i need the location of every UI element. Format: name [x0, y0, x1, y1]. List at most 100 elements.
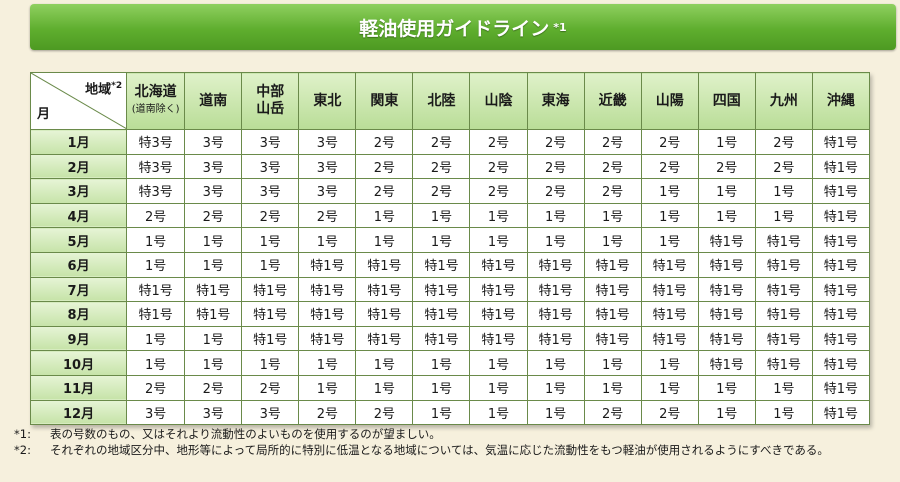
region-subnote: (道南除く) [131, 104, 180, 115]
table-row: 6月 1号 1号 1号 特1号 特1号 特1号 特1号 特1号 特1号 特1号 特1号 特1号 特1号 [29, 251, 871, 278]
grade-cell: 2号 [355, 399, 414, 426]
region-name: 近畿 [598, 92, 627, 109]
month-cell: 2月 [29, 153, 128, 180]
grade-cell: 1号 [355, 227, 414, 253]
footnote-2: *2: それぞれの地域区分中、地形等によって局所的に特別に低温となる地域について… [14, 442, 894, 458]
month-cell: 7月 [29, 276, 128, 303]
footnote-text: 表の号数のもの、又はそれより流動性のよいものを使用するのが望ましい。 [50, 427, 441, 441]
grade-cell: 特1号 [754, 276, 813, 303]
grade-cell: 1号 [469, 350, 528, 376]
grade-cell: 3号 [298, 129, 357, 155]
region-name: 東海 [541, 92, 570, 109]
grade-cell: 1号 [583, 202, 642, 229]
region-name: 沖縄 [826, 92, 855, 109]
grade-cell: 1号 [184, 350, 243, 376]
grade-cell: 1号 [126, 325, 186, 352]
grade-cell: 2号 [126, 374, 186, 401]
column-header: 東北 [298, 72, 357, 130]
grade-cell: 特1号 [126, 301, 186, 327]
table-row: 9月 1号 1号 特1号 特1号 特1号 特1号 特1号 特1号 特1号 特1号 特1号 特1号 特1号 [29, 325, 871, 352]
table-row: 4月 2号 2号 2号 2号 1号 1号 1号 1号 1号 1号 1号 1号 特1号 [29, 202, 871, 229]
grade-cell: 特1号 [526, 251, 585, 278]
grade-cell: 1号 [412, 374, 471, 401]
grade-cell: 特3号 [126, 153, 186, 180]
diesel-guideline-table: 地域*2 月 北海道 (道南除く) 道南 中部 山岳 東北 関東 北陸 山陰 東海 近畿 山陽 四国 九… [29, 72, 871, 426]
grade-cell: 1号 [469, 227, 528, 253]
region-name: 中部 山岳 [256, 84, 285, 117]
grade-cell: 特1号 [811, 276, 871, 303]
grade-cell: 1号 [526, 350, 585, 376]
grade-cell: 1号 [184, 251, 243, 278]
column-header: 北陸 [412, 72, 471, 130]
grade-cell: 3号 [184, 129, 243, 155]
month-cell: 12月 [29, 399, 128, 426]
grade-cell: 1号 [184, 325, 243, 352]
grade-cell: 1号 [640, 374, 699, 401]
grade-cell: 特1号 [469, 325, 528, 352]
grade-cell: 1号 [640, 202, 699, 229]
grade-cell: 特3号 [126, 129, 186, 155]
grade-cell: 1号 [526, 202, 585, 229]
grade-cell: 1号 [298, 227, 357, 253]
grade-cell: 2号 [412, 178, 471, 204]
grade-cell: 1号 [583, 374, 642, 401]
title-note-mark: *1 [553, 20, 567, 34]
grade-cell: 特1号 [811, 350, 871, 376]
grade-cell: 3号 [241, 178, 300, 204]
grade-cell: 1号 [697, 202, 756, 229]
column-header: 中部 山岳 [241, 72, 300, 130]
footnote-text: それぞれの地域区分中、地形等によって局所的に特別に低温となる地域については、気温… [50, 443, 829, 457]
grade-cell: 3号 [184, 178, 243, 204]
grade-cell: 特1号 [697, 301, 756, 327]
grade-cell: 2号 [640, 153, 699, 180]
grade-cell: 特1号 [241, 325, 300, 352]
grade-cell: 3号 [241, 129, 300, 155]
grade-cell: 2号 [583, 399, 642, 426]
grade-cell: 2号 [469, 153, 528, 180]
grade-cell: 特1号 [754, 251, 813, 278]
grade-cell: 2号 [754, 153, 813, 180]
header-row: 地域*2 月 北海道 (道南除く) 道南 中部 山岳 東北 関東 北陸 山陰 東海 近畿 山陽 四国 九… [29, 72, 871, 130]
table-row: 2月 特3号 3号 3号 3号 2号 2号 2号 2号 2号 2号 2号 2号 特1号 [29, 153, 871, 180]
grade-cell: 1号 [526, 374, 585, 401]
grade-cell: 特1号 [469, 251, 528, 278]
grade-cell: 特1号 [355, 276, 414, 303]
grade-cell: 特1号 [298, 276, 357, 303]
grade-cell: 2号 [412, 129, 471, 155]
grade-cell: 特1号 [811, 399, 871, 426]
column-header: 北海道 (道南除く) [126, 72, 186, 130]
column-header: 道南 [184, 72, 243, 130]
column-header: 近畿 [583, 72, 642, 130]
grade-cell: 特1号 [583, 276, 642, 303]
grade-cell: 特1号 [469, 301, 528, 327]
grade-cell: 1号 [583, 227, 642, 253]
grade-cell: 特1号 [697, 227, 756, 253]
region-name: 道南 [199, 92, 228, 109]
grade-cell: 特1号 [355, 325, 414, 352]
column-header: 四国 [697, 72, 756, 130]
grade-cell: 1号 [298, 350, 357, 376]
grade-cell: 特3号 [126, 178, 186, 204]
grade-cell: 1号 [469, 374, 528, 401]
grade-cell: 特1号 [298, 301, 357, 327]
grade-cell: 特1号 [412, 301, 471, 327]
grade-cell: 特1号 [241, 276, 300, 303]
footnote-mark: *2: [14, 443, 31, 457]
grade-cell: 特1号 [811, 374, 871, 401]
grade-cell: 2号 [355, 178, 414, 204]
grade-cell: 1号 [355, 202, 414, 229]
month-cell: 1月 [29, 129, 128, 155]
grade-cell: 特1号 [355, 301, 414, 327]
grade-cell: 1号 [697, 399, 756, 426]
grade-cell: 特1号 [811, 178, 871, 204]
grade-cell: 特1号 [754, 350, 813, 376]
grade-cell: 1号 [412, 227, 471, 253]
month-cell: 4月 [29, 202, 128, 229]
grade-cell: 1号 [126, 227, 186, 253]
grade-cell: 特1号 [526, 325, 585, 352]
grade-cell: 3号 [298, 178, 357, 204]
grade-cell: 1号 [754, 178, 813, 204]
grade-cell: 特1号 [697, 325, 756, 352]
region-name: 四国 [712, 92, 741, 109]
grade-cell: 1号 [526, 399, 585, 426]
